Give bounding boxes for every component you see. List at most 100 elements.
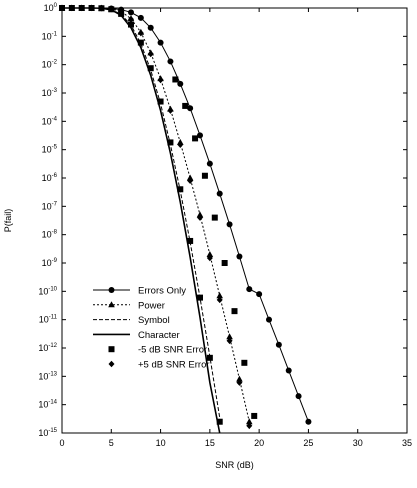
data-point xyxy=(206,254,213,262)
y-tick-label: 10-2 xyxy=(42,60,58,70)
data-point xyxy=(177,186,184,193)
y-tick-base: 10 xyxy=(42,258,52,268)
y-tick-label: 10-13 xyxy=(38,371,57,381)
data-point xyxy=(201,172,208,179)
y-tick-base: 10 xyxy=(42,173,52,183)
series-character xyxy=(62,7,221,434)
data-point xyxy=(216,296,223,304)
y-tick-label: 10-9 xyxy=(42,258,58,268)
x-tick-label: 15 xyxy=(205,438,215,448)
data-point xyxy=(128,9,134,16)
data-point xyxy=(256,291,263,298)
x-tick-label: 20 xyxy=(254,438,264,448)
data-point xyxy=(128,15,134,23)
y-tick-base: 10 xyxy=(38,371,48,381)
x-tick-label: 25 xyxy=(303,438,313,448)
legend-item: +5 dB SNR Error xyxy=(108,360,210,371)
data-point xyxy=(266,316,272,323)
series-symbol xyxy=(62,7,221,418)
y-tick-base: 10 xyxy=(42,230,52,240)
y-tick-base: 10 xyxy=(38,343,48,353)
y-tick-base: 10 xyxy=(38,286,48,296)
data-point xyxy=(245,418,253,425)
legend-label: Symbol xyxy=(138,315,170,326)
data-point xyxy=(157,39,164,46)
y-tick-label: 10-10 xyxy=(38,286,57,296)
legend-item: Symbol xyxy=(93,315,170,326)
data-point xyxy=(177,141,184,148)
series-line xyxy=(62,7,221,418)
y-tick-exponent: -1 xyxy=(52,31,58,37)
data-point xyxy=(137,39,144,46)
data-point xyxy=(172,76,179,83)
y-tick-label: 10-5 xyxy=(42,145,58,155)
data-point xyxy=(167,107,174,114)
data-point xyxy=(128,21,134,28)
legend-item: Character xyxy=(93,330,180,341)
y-tick-label: 10-1 xyxy=(42,31,58,41)
y-tick-exponent: -8 xyxy=(52,230,58,236)
legend-item: Errors Only xyxy=(93,286,186,297)
series-line xyxy=(62,7,250,422)
data-point xyxy=(285,367,292,374)
data-point xyxy=(226,221,233,228)
legend-item: -5 dB SNR Error xyxy=(108,345,207,356)
y-tick-base: 10 xyxy=(42,116,52,126)
x-tick-label: 10 xyxy=(156,438,166,448)
data-point xyxy=(147,50,154,58)
y-tick-label: 10-11 xyxy=(39,315,58,325)
legend: Errors Only Power Symbol Character -5 dB SNR… xyxy=(93,286,210,371)
series-line xyxy=(62,7,221,434)
data-point xyxy=(216,292,224,299)
data-point xyxy=(108,5,115,13)
data-point xyxy=(246,286,253,293)
y-tick-base: 10 xyxy=(42,31,52,41)
data-point xyxy=(216,418,223,425)
y-tick-base: 10 xyxy=(42,60,52,70)
x-axis-title: SNR (dB) xyxy=(215,460,254,470)
data-point xyxy=(137,14,144,21)
legend-marker xyxy=(108,360,115,368)
x-axis: 0 5 10 15 20 25 30 35 xyxy=(59,8,412,448)
y-tick-base: 10 xyxy=(42,201,52,211)
data-point xyxy=(167,58,174,65)
data-point xyxy=(211,214,218,221)
y-tick-exponent: -15 xyxy=(48,428,57,434)
y-tick-exponent: -13 xyxy=(48,371,57,377)
legend-marker xyxy=(108,287,115,293)
data-point xyxy=(305,418,312,425)
data-point xyxy=(236,253,243,260)
legend-marker xyxy=(108,346,115,353)
data-point xyxy=(182,102,189,109)
legend-label: -5 dB SNR Error xyxy=(138,345,207,356)
legend-label: Power xyxy=(138,300,165,311)
data-point xyxy=(137,29,144,37)
data-point xyxy=(236,379,243,386)
legend-label: Character xyxy=(138,330,180,341)
series-layer xyxy=(58,4,312,434)
legend-item: Power xyxy=(93,300,165,311)
data-point xyxy=(147,24,154,31)
y-tick-base: 10 xyxy=(42,145,52,155)
y-axis-title: P(fail) xyxy=(3,209,13,233)
data-point xyxy=(98,4,105,12)
data-point xyxy=(241,359,248,366)
data-point xyxy=(157,76,164,84)
data-point xyxy=(157,98,164,105)
data-point xyxy=(226,333,233,340)
x-tick-label: 35 xyxy=(402,438,412,448)
x-tick-label: 0 xyxy=(59,438,64,448)
series-5-db-snr-error xyxy=(59,4,253,430)
data-point xyxy=(216,190,223,197)
y-tick-exponent: -3 xyxy=(52,88,58,94)
data-point xyxy=(177,80,184,87)
data-point xyxy=(118,8,125,16)
y-tick-exponent: -6 xyxy=(52,173,58,179)
data-point xyxy=(197,294,203,301)
y-tick-base: 10 xyxy=(38,400,48,410)
y-tick-base: 10 xyxy=(39,315,49,325)
data-point xyxy=(221,260,228,266)
y-tick-exponent: -2 xyxy=(52,60,58,66)
y-tick-label: 10-6 xyxy=(42,173,58,183)
